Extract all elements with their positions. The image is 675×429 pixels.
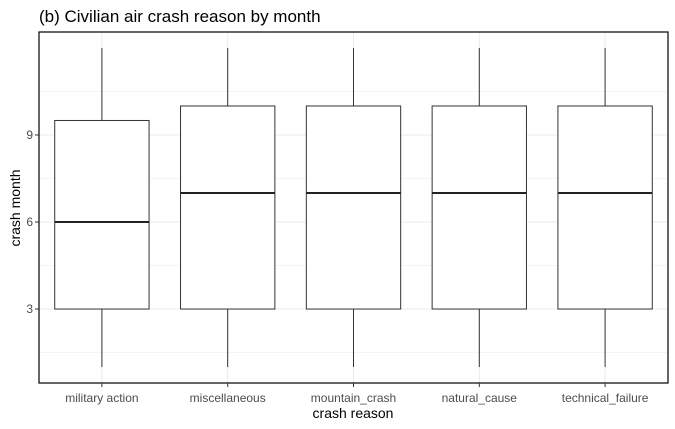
- box-rect: [180, 105, 276, 310]
- box-military-action: [54, 47, 150, 368]
- box-technical-failure: [557, 47, 653, 368]
- box-rect: [54, 119, 150, 310]
- x-tick-label: military action: [65, 391, 138, 405]
- y-tick-label: 6: [26, 215, 33, 229]
- boxes-group: [54, 47, 653, 368]
- x-axis: military action miscellaneous mountain_cra…: [65, 383, 649, 405]
- x-axis-title: crash reason: [313, 405, 394, 421]
- x-tick-label: mountain_crash: [311, 391, 396, 405]
- x-tick-label: natural_cause: [442, 391, 518, 405]
- box-rect: [305, 105, 402, 310]
- chart-title: (b) Civilian air crash reason by month: [39, 7, 321, 26]
- box-rect: [431, 105, 527, 310]
- y-axis-title: crash month: [7, 169, 23, 246]
- box-mountain-crash: [305, 47, 402, 368]
- x-tick-label: technical_failure: [562, 391, 649, 405]
- box-natural-cause: [431, 47, 527, 368]
- box-miscellaneous: [180, 47, 276, 368]
- x-tick-label: miscellaneous: [190, 391, 266, 405]
- y-tick-label: 3: [26, 302, 33, 316]
- box-rect: [557, 105, 653, 310]
- y-axis: 3 6 9: [26, 128, 39, 316]
- y-tick-label: 9: [26, 128, 33, 142]
